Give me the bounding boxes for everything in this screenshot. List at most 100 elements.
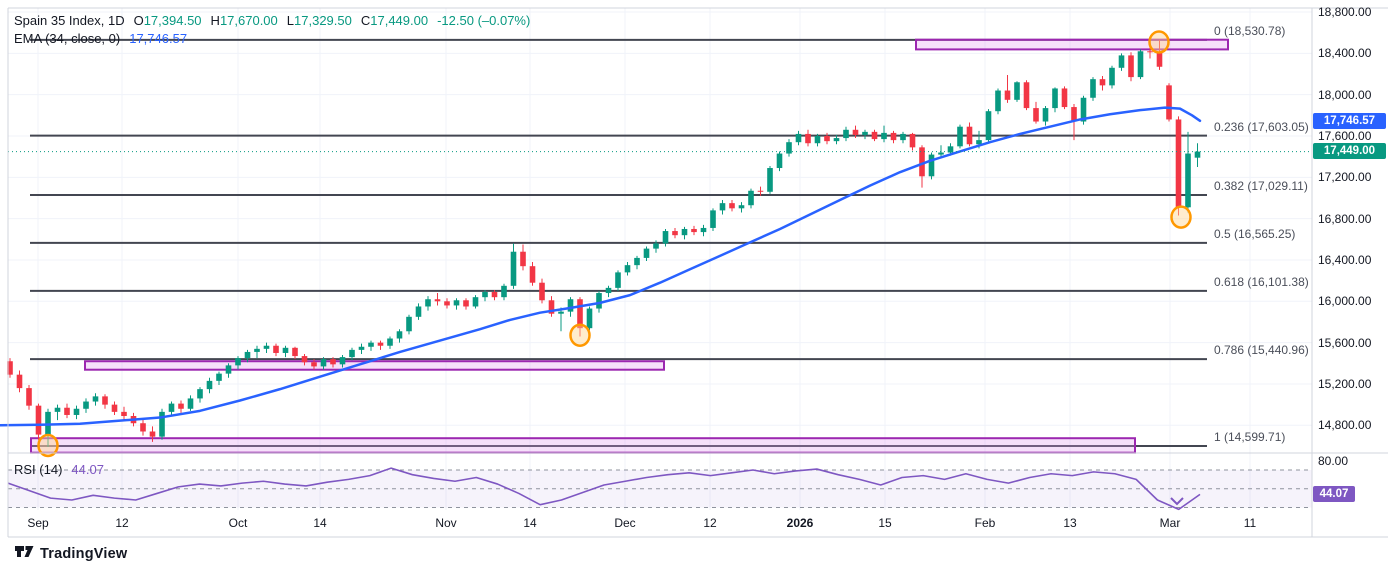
candle-body <box>244 351 251 359</box>
candle-body <box>710 210 716 228</box>
candle-body <box>377 342 384 346</box>
candle-body <box>453 300 460 306</box>
candle-body <box>586 308 593 329</box>
candle-body <box>415 306 422 317</box>
candle-body <box>871 131 878 140</box>
circle-marker[interactable] <box>569 323 591 347</box>
candle-body <box>225 365 232 374</box>
candle-body <box>1147 51 1153 53</box>
candle-body <box>862 131 868 135</box>
candle-body <box>1166 85 1172 120</box>
candle-body <box>368 342 374 347</box>
candle-body <box>1071 107 1077 122</box>
candle-body <box>197 389 203 399</box>
candle-body <box>339 357 346 365</box>
candle-body <box>45 411 51 435</box>
candle-body <box>282 347 289 353</box>
candle-body <box>719 203 726 211</box>
candle-body <box>16 374 23 389</box>
candle-body <box>947 146 954 153</box>
candle-body <box>178 403 184 409</box>
candle-body <box>786 142 792 154</box>
candle-body <box>83 401 89 409</box>
candle-body <box>349 349 355 358</box>
candle-body <box>121 411 127 417</box>
price-zone[interactable] <box>84 360 665 371</box>
candle-body <box>653 243 659 249</box>
candle-body <box>520 251 526 267</box>
candle-body <box>691 228 697 233</box>
candle-body <box>890 132 897 141</box>
candle-body <box>767 168 773 192</box>
candle-body <box>102 396 108 405</box>
candle-body <box>1194 151 1201 158</box>
candle-body <box>320 359 327 367</box>
candle-body <box>149 431 156 437</box>
candle-body <box>216 373 222 381</box>
candle-body <box>1042 108 1049 122</box>
candle-body <box>73 408 80 415</box>
candle-body <box>491 292 498 298</box>
candle-body <box>852 129 859 135</box>
circle-marker[interactable] <box>37 433 59 458</box>
chevron-down-icon[interactable] <box>1170 497 1184 506</box>
candle-body <box>1109 67 1115 86</box>
candle-body <box>330 359 336 365</box>
candle-body <box>206 380 213 390</box>
candle-body <box>881 132 887 140</box>
candle-body <box>615 272 621 288</box>
candle-body <box>567 299 574 312</box>
candle-body <box>909 133 916 148</box>
candle-body <box>795 133 802 143</box>
candle-body <box>463 300 469 307</box>
candle-body <box>681 228 688 236</box>
candle-body <box>539 282 545 301</box>
ema-line[interactable] <box>0 106 1202 427</box>
candle-body <box>140 423 146 432</box>
candle-body <box>757 190 764 192</box>
candle-body <box>425 299 431 307</box>
candle-body <box>1099 79 1106 86</box>
candle-body <box>396 331 403 339</box>
candle-body <box>311 362 317 367</box>
candle-body <box>1118 55 1125 68</box>
candle-body <box>672 231 678 236</box>
candle-body <box>1080 97 1087 122</box>
candle-body <box>596 293 602 309</box>
candle-body <box>1023 82 1030 109</box>
rsi-line[interactable] <box>7 467 1201 511</box>
candle-body <box>928 154 935 177</box>
circle-marker[interactable] <box>1148 30 1170 54</box>
price-zone[interactable] <box>30 437 1136 454</box>
candle-body <box>805 133 811 144</box>
candle-body <box>54 407 61 412</box>
candle-body <box>482 292 488 298</box>
candle-body <box>64 407 70 415</box>
candle-body <box>634 257 640 266</box>
candle-body <box>1052 88 1058 109</box>
circle-marker[interactable] <box>1170 205 1192 229</box>
candle-body <box>843 129 849 139</box>
candle-body <box>1175 119 1182 208</box>
price-zone[interactable] <box>915 38 1229 51</box>
candle-body <box>92 396 99 402</box>
candle-body <box>159 411 165 437</box>
candle-body <box>1185 153 1191 208</box>
candle-body <box>624 265 631 273</box>
candle-body <box>729 203 735 209</box>
candle-body <box>111 404 118 412</box>
candle-body <box>7 361 13 375</box>
candle-body <box>985 111 992 141</box>
candle-body <box>263 345 270 349</box>
candle-body <box>1004 90 1011 100</box>
candle-body <box>501 285 507 298</box>
candle-body <box>1061 88 1068 108</box>
candle-body <box>662 231 669 244</box>
candle-body <box>643 248 650 258</box>
candle-body <box>434 299 441 302</box>
candle-body <box>387 338 393 346</box>
candle-body <box>833 138 840 142</box>
candle-body <box>358 346 365 350</box>
candle-body <box>976 140 982 145</box>
